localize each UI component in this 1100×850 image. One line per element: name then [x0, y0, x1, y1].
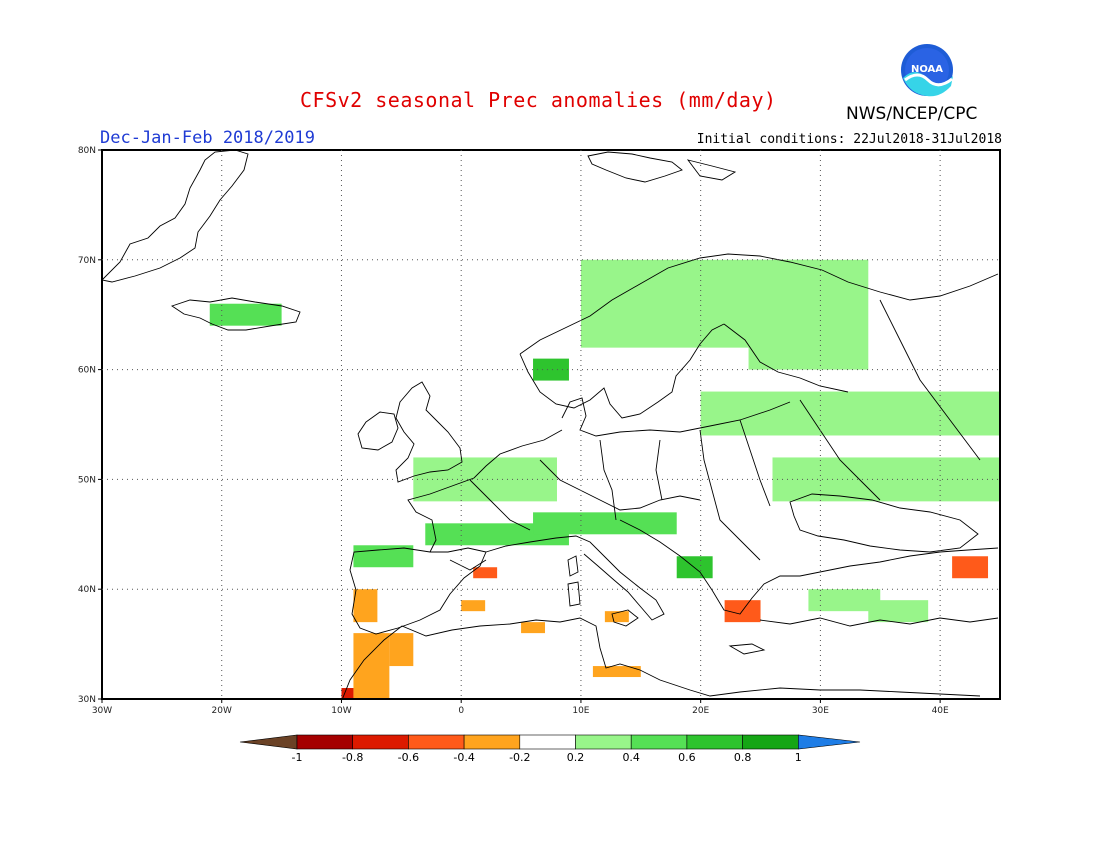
- lon-tick-label: 20W: [212, 706, 232, 716]
- colorbar-swatch: [296, 734, 354, 750]
- colorbar-label: -0.4: [453, 751, 474, 764]
- anomaly-cell: [461, 600, 486, 612]
- colorbar-label: 0.4: [622, 751, 640, 764]
- colorbar-label: -0.6: [398, 751, 419, 764]
- anomaly-cell: [473, 567, 498, 579]
- agency-label: NWS/NCEP/CPC: [846, 104, 978, 124]
- colorbar-swatch: [742, 734, 799, 750]
- anomaly-cell: [952, 556, 989, 579]
- colorbar: -1 -0.8 -0.6 -0.4 -0.2 0.2 0.4 0.6 0.8 1: [239, 734, 861, 764]
- lat-tick-label: 60N: [78, 366, 96, 376]
- anomaly-cell: [700, 391, 1000, 436]
- colorbar-swatch: [630, 734, 688, 750]
- lon-tick-label: 40E: [932, 706, 949, 716]
- colorbar-label: 0.8: [734, 751, 752, 764]
- anomaly-cell: [209, 303, 282, 326]
- anomaly-cell: [353, 589, 378, 623]
- colorbar-label: 0.2: [567, 751, 585, 764]
- colorbar-high-arrow: [797, 734, 861, 750]
- lon-tick-label: 0: [458, 706, 464, 716]
- lon-tick-label: 20E: [692, 706, 709, 716]
- lon-tick-label: 10E: [572, 706, 589, 716]
- colorbar-swatch: [519, 734, 576, 750]
- colorbar-low-arrow: [239, 734, 298, 750]
- colorbar-label: 0.6: [678, 751, 696, 764]
- lon-tick-label: 30W: [92, 706, 112, 716]
- anomaly-cell: [533, 358, 569, 381]
- anomaly-cell: [521, 622, 546, 634]
- colorbar-label: -0.2: [509, 751, 530, 764]
- axis-ticks: 30W 20W 10W 0 10E 20E 30E 40E 30N 40N 50N 60N 70N 80N: [78, 146, 949, 716]
- colorbar-swatch: [575, 734, 632, 750]
- anomaly-cell: [868, 600, 929, 623]
- colorbar-label: -1: [292, 751, 303, 764]
- colorbar-swatch: [686, 734, 743, 750]
- initial-conditions-label: Initial conditions: 22Jul2018-31Jul2018: [696, 132, 1002, 147]
- anomaly-cell: [592, 666, 641, 678]
- colorbar-swatch: [463, 734, 521, 750]
- lat-tick-label: 40N: [78, 585, 96, 595]
- logo-text: NOAA: [911, 64, 943, 75]
- lon-tick-label: 10W: [331, 706, 351, 716]
- lat-tick-label: 30N: [78, 695, 96, 705]
- anomaly-cell: [748, 259, 869, 370]
- season-label: Dec-Jan-Feb 2018/2019: [100, 128, 315, 148]
- anomaly-cell: [353, 545, 414, 568]
- anomaly-layer: [209, 259, 1000, 699]
- anomaly-cell: [341, 688, 354, 699]
- lon-tick-label: 30E: [812, 706, 829, 716]
- anomaly-cell: [533, 512, 677, 535]
- noaa-logo-icon: NOAA: [901, 44, 953, 97]
- lat-tick-label: 80N: [78, 146, 96, 156]
- anomaly-cell: [772, 457, 1000, 502]
- colorbar-label: -0.8: [342, 751, 363, 764]
- colorbar-label: 1: [795, 751, 802, 764]
- lat-tick-label: 50N: [78, 475, 96, 485]
- map-frame: [101, 149, 1001, 700]
- coastlines: [101, 149, 999, 701]
- anomaly-cell: [808, 589, 881, 612]
- anomaly-cell: [389, 633, 414, 667]
- map-title: CFSv2 seasonal Prec anomalies (mm/day): [300, 88, 777, 112]
- anomaly-cell: [604, 611, 629, 623]
- colorbar-swatch: [352, 734, 409, 750]
- colorbar-swatch: [408, 734, 465, 750]
- anomaly-cell: [353, 633, 390, 699]
- lat-tick-label: 70N: [78, 256, 96, 266]
